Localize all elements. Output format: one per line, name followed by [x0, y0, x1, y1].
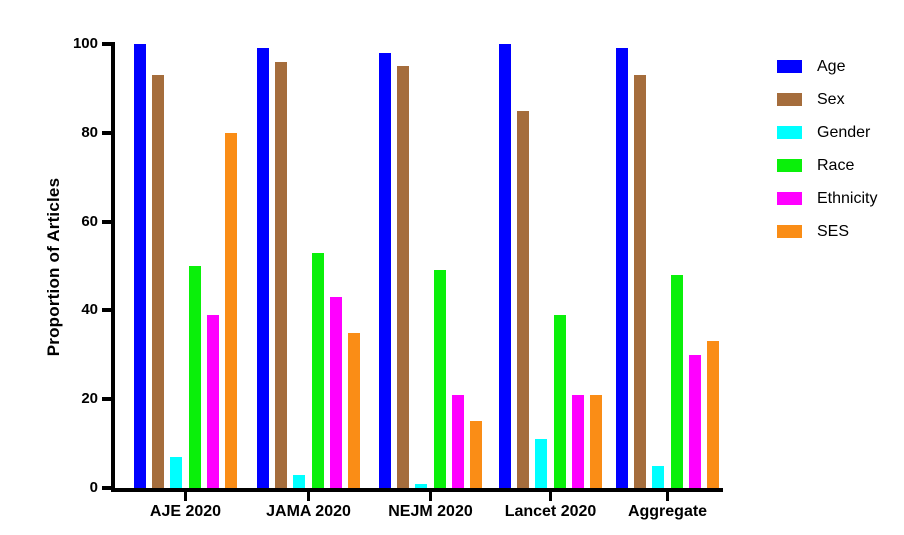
- bar-ethnicity-aggregate: [688, 354, 701, 488]
- legend-label-age: Age: [817, 57, 846, 75]
- legend-item-sex: Sex: [777, 83, 877, 116]
- x-tick-mark-5: [666, 492, 669, 501]
- bar-sex-aje-2020: [152, 75, 165, 488]
- legend-label-ses: SES: [817, 222, 850, 240]
- bar-gender-aje-2020: [170, 456, 183, 488]
- legend-item-gender: Gender: [777, 116, 877, 149]
- bar-race-aje-2020: [188, 266, 201, 488]
- x-category-label-aggregate: Aggregate: [627, 503, 708, 520]
- bar-sex-nejm-2020: [397, 66, 410, 488]
- y-axis-line: [111, 42, 115, 492]
- y-tick-label-100: 100: [72, 35, 98, 52]
- bar-age-aggregate: [616, 48, 628, 488]
- bar-sex-aggregate: [634, 75, 647, 488]
- bar-ethnicity-jama-2020: [329, 297, 342, 488]
- bar-ses-lancet-2020: [589, 394, 602, 488]
- bar-gender-jama-2020: [293, 474, 306, 488]
- y-tick-mark-0: [102, 486, 111, 490]
- bar-race-jama-2020: [311, 252, 324, 488]
- bar-sex-lancet-2020: [517, 110, 530, 488]
- y-tick-label-40: 40: [81, 301, 98, 319]
- y-axis-title: Proportion of Articles: [44, 177, 63, 357]
- legend-label-ethnicity: Ethnicity: [817, 189, 878, 207]
- y-tick-label-20: 20: [81, 390, 98, 408]
- x-tick-mark-2: [307, 492, 310, 501]
- legend-item-race: Race: [777, 149, 877, 182]
- y-tick-mark-80: [102, 130, 111, 135]
- legend-swatch-ethnicity: [777, 192, 802, 205]
- bar-group-aggregate: [616, 44, 719, 488]
- x-category-label-lancet-2020: Lancet 2020: [504, 503, 597, 520]
- bar-race-aggregate: [670, 274, 683, 488]
- bar-race-nejm-2020: [433, 270, 446, 488]
- y-tick-mark-60: [102, 219, 111, 224]
- legend-label-gender: Gender: [817, 123, 871, 141]
- y-tick-mark-40: [102, 308, 111, 313]
- legend-swatch-ses: [777, 225, 802, 238]
- x-category-label-nejm-2020: NEJM 2020: [388, 503, 473, 520]
- x-tick-mark-4: [549, 492, 552, 501]
- x-category-label-aje-2020: AJE 2020: [149, 503, 222, 520]
- bar-ses-jama-2020: [347, 332, 360, 488]
- legend-item-ethnicity: Ethnicity: [777, 182, 877, 215]
- bar-ses-aggregate: [706, 341, 719, 488]
- legend-swatch-gender: [777, 126, 802, 139]
- bar-gender-lancet-2020: [535, 439, 548, 488]
- y-tick-label-60: 60: [81, 212, 98, 230]
- bar-age-lancet-2020: [499, 44, 511, 488]
- legend-swatch-sex: [777, 93, 802, 106]
- bar-ses-aje-2020: [224, 132, 237, 488]
- x-tick-mark-3: [429, 492, 432, 501]
- bar-group-jama-2020: [257, 44, 360, 488]
- legend-swatch-age: [777, 60, 802, 73]
- bar-age-aje-2020: [134, 44, 146, 488]
- bar-gender-nejm-2020: [415, 483, 428, 488]
- bar-sex-jama-2020: [275, 61, 288, 488]
- bar-age-jama-2020: [257, 48, 269, 488]
- bar-race-lancet-2020: [553, 314, 566, 488]
- y-tick-label-80: 80: [81, 123, 98, 141]
- legend-label-race: Race: [817, 156, 855, 174]
- bar-group-aje-2020: [134, 44, 237, 488]
- x-tick-mark-1: [184, 492, 187, 501]
- legend-item-age: Age: [777, 50, 877, 83]
- legend-swatch-race: [777, 159, 802, 172]
- bar-gender-aggregate: [652, 465, 665, 488]
- bar-group-nejm-2020: [379, 44, 482, 488]
- legend-label-sex: Sex: [817, 90, 845, 108]
- bar-ses-nejm-2020: [469, 421, 482, 488]
- x-category-label-jama-2020: JAMA 2020: [266, 503, 351, 520]
- bar-ethnicity-aje-2020: [206, 314, 219, 488]
- bar-age-nejm-2020: [379, 52, 391, 488]
- y-tick-label-0: 0: [89, 479, 98, 496]
- legend: Age Sex Gender Race Ethnicity SES: [777, 50, 877, 248]
- y-tick-mark-20: [102, 397, 111, 402]
- y-tick-mark-100: [102, 42, 111, 46]
- bar-ethnicity-nejm-2020: [451, 394, 464, 488]
- bar-group-lancet-2020: [499, 44, 602, 488]
- bar-ethnicity-lancet-2020: [571, 394, 584, 488]
- x-axis-line: [111, 488, 723, 492]
- legend-item-ses: SES: [777, 215, 877, 248]
